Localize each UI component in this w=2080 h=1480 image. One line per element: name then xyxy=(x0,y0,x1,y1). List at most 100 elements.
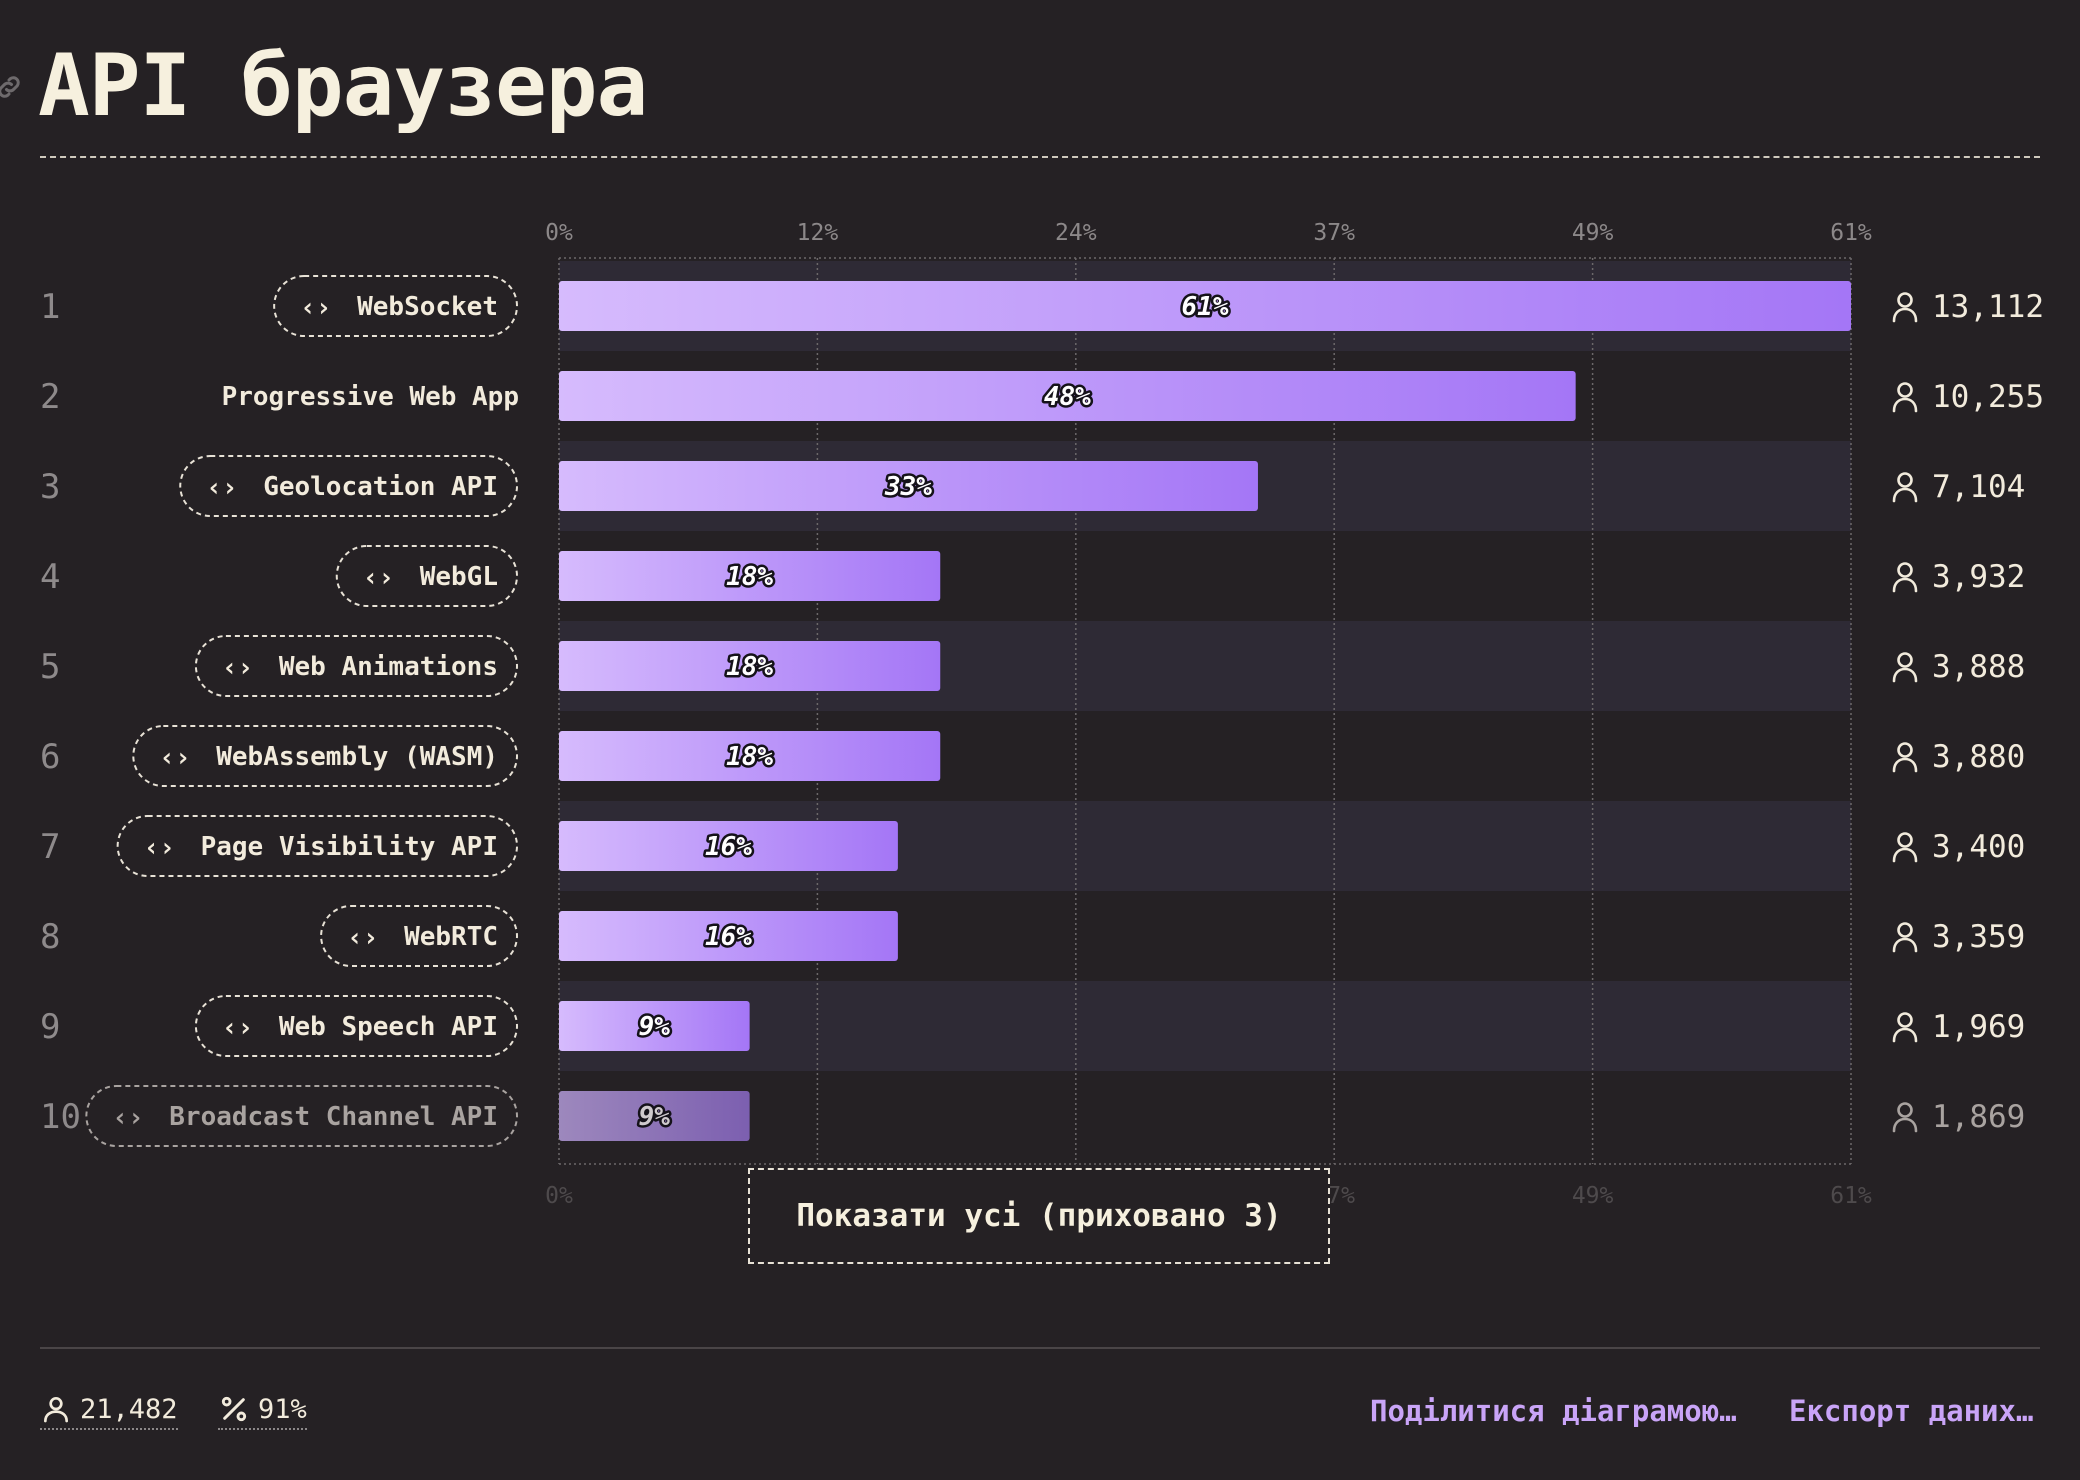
bar-value-label: 18% xyxy=(726,562,773,592)
category-label: Page Visibility API xyxy=(201,832,498,862)
bar[interactable] xyxy=(559,821,898,871)
bar-value-label: 18% xyxy=(726,742,773,772)
bar[interactable] xyxy=(559,641,941,691)
bar-value-label: 9% xyxy=(639,1012,671,1042)
x-axis-top: 0% 12% 24% 37% 49% 61% xyxy=(545,220,1872,246)
chart-row: 6 ‹› WebAssembly (WASM) 18% 3,880 xyxy=(40,725,2025,787)
bar-value-label: 48% xyxy=(1044,382,1091,412)
respondent-count: 10,255 xyxy=(1932,379,2044,415)
footer-divider xyxy=(40,1347,2040,1349)
x-tick-label: 49% xyxy=(1572,220,1614,246)
respondents-stat[interactable]: 21,482 xyxy=(40,1393,178,1430)
user-icon xyxy=(1892,742,1918,773)
respondent-count: 3,888 xyxy=(1932,649,2025,685)
category-label: WebAssembly (WASM) xyxy=(216,742,498,772)
category-badge[interactable]: ‹› WebSocket xyxy=(273,275,518,337)
rank-number: 8 xyxy=(40,917,60,957)
respondent-count: 1,969 xyxy=(1932,1009,2025,1045)
user-icon xyxy=(1892,922,1918,953)
category-badge[interactable]: ‹› Web Speech API xyxy=(194,995,518,1057)
code-brackets-icon: ‹› xyxy=(347,923,378,953)
bar-value-label: 16% xyxy=(705,832,752,862)
show-all-button[interactable]: Показати усі (приховано 3) xyxy=(748,1168,1330,1264)
bar-value-label: 33% xyxy=(884,472,932,502)
bar[interactable] xyxy=(559,281,1851,331)
x-tick-label: 24% xyxy=(1055,220,1097,246)
rank-number: 5 xyxy=(40,647,60,687)
code-brackets-icon: ‹› xyxy=(159,743,190,773)
rank-number: 9 xyxy=(40,1007,60,1047)
x-tick-label: 61% xyxy=(1830,220,1872,246)
bar[interactable] xyxy=(559,1001,750,1051)
respondents-count: 21,482 xyxy=(80,1393,178,1425)
category-badge[interactable]: ‹› Broadcast Channel API xyxy=(85,1085,518,1147)
rank-number: 2 xyxy=(40,377,60,417)
respondent-count: 3,880 xyxy=(1932,739,2025,775)
chart-row: 9 ‹› Web Speech API 9% 1,969 xyxy=(40,995,2025,1057)
bar[interactable] xyxy=(559,551,941,601)
category-badge[interactable]: ‹› WebRTC xyxy=(320,905,518,967)
category-badge[interactable]: ‹› Web Animations xyxy=(194,635,518,697)
chart-row: 8 ‹› WebRTC 16% 3,359 xyxy=(40,905,2025,967)
code-brackets-icon: ‹› xyxy=(206,473,237,503)
user-icon xyxy=(1892,382,1918,413)
chart-row: 4 ‹› WebGL 18% 3,932 xyxy=(40,545,2025,607)
category-label: Broadcast Channel API xyxy=(169,1102,498,1132)
category-label: WebRTC xyxy=(404,922,498,952)
bar-value-label: 61% xyxy=(1182,292,1229,322)
percent-icon xyxy=(221,1396,247,1422)
category-badge[interactable]: ‹› WebGL xyxy=(335,545,518,607)
category-label: Geolocation API xyxy=(263,472,498,502)
user-icon xyxy=(1892,1102,1918,1133)
category-badge[interactable]: ‹› Geolocation API xyxy=(179,455,518,517)
respondent-count: 3,359 xyxy=(1932,919,2025,955)
title-divider xyxy=(40,156,2040,158)
share-chart-link[interactable]: Поділитися діаграмою… xyxy=(1370,1394,1737,1428)
category-label: WebGL xyxy=(420,562,498,592)
category-label: Web Animations xyxy=(279,652,498,682)
export-data-link[interactable]: Експорт даних… xyxy=(1789,1394,2034,1428)
bar[interactable] xyxy=(559,371,1576,421)
code-brackets-icon: ‹› xyxy=(300,293,331,323)
chart-rows: 1 ‹› WebSocket 61% 13,112 2 Progressive Web Ap… xyxy=(40,275,2044,1147)
bar-chart: 0%12%24%37%49%61% 0%12%24%37%49%61% 1‹›W… xyxy=(40,220,2044,1209)
rank-number: 1 xyxy=(40,287,60,327)
link-icon[interactable] xyxy=(0,72,24,102)
user-icon xyxy=(1892,832,1918,863)
category-badge[interactable]: ‹› Page Visibility API xyxy=(116,815,519,877)
chart-row: 1 ‹› WebSocket 61% 13,112 xyxy=(40,275,2044,337)
rank-number: 6 xyxy=(40,737,60,777)
x-tick-label: 12% xyxy=(797,220,839,246)
category-label: WebSocket xyxy=(357,292,498,322)
row-stripe xyxy=(559,981,1851,1071)
x-tick-label: 37% xyxy=(1313,220,1355,246)
percent-stat[interactable]: 91% xyxy=(218,1393,307,1430)
category-label: Web Speech API xyxy=(279,1012,498,1042)
category-badge[interactable]: ‹› WebAssembly (WASM) xyxy=(132,725,519,787)
x-tick-label-bottom: 61% xyxy=(1830,1183,1872,1209)
x-tick-label-bottom: 0% xyxy=(545,1183,573,1209)
user-icon xyxy=(1892,562,1918,593)
chart-row: 2 Progressive Web App 48% 10,255 xyxy=(40,371,2044,421)
bar-value-label: 16% xyxy=(705,922,752,952)
bar[interactable] xyxy=(559,731,941,781)
user-icon xyxy=(1892,652,1918,683)
code-brackets-icon: ‹› xyxy=(222,1013,253,1043)
page-title: API браузера xyxy=(38,36,648,136)
x-tick-label: 0% xyxy=(545,220,573,246)
rank-number: 4 xyxy=(40,557,60,597)
rank-number: 7 xyxy=(40,827,60,867)
category-label: Progressive Web App xyxy=(222,382,519,412)
respondent-count: 3,932 xyxy=(1932,559,2025,595)
rank-number: 10 xyxy=(40,1097,81,1137)
percent-value: 91% xyxy=(258,1393,307,1425)
code-brackets-icon: ‹› xyxy=(222,653,253,683)
chart-row: 10 ‹› Broadcast Channel API 9% 1,869 xyxy=(40,1085,2025,1147)
respondent-count: 13,112 xyxy=(1932,289,2044,325)
bar[interactable] xyxy=(559,911,898,961)
bar[interactable] xyxy=(559,461,1258,511)
user-icon xyxy=(1892,292,1918,323)
code-brackets-icon: ‹› xyxy=(112,1103,143,1133)
code-brackets-icon: ‹› xyxy=(363,563,394,593)
bar[interactable] xyxy=(559,1091,750,1141)
